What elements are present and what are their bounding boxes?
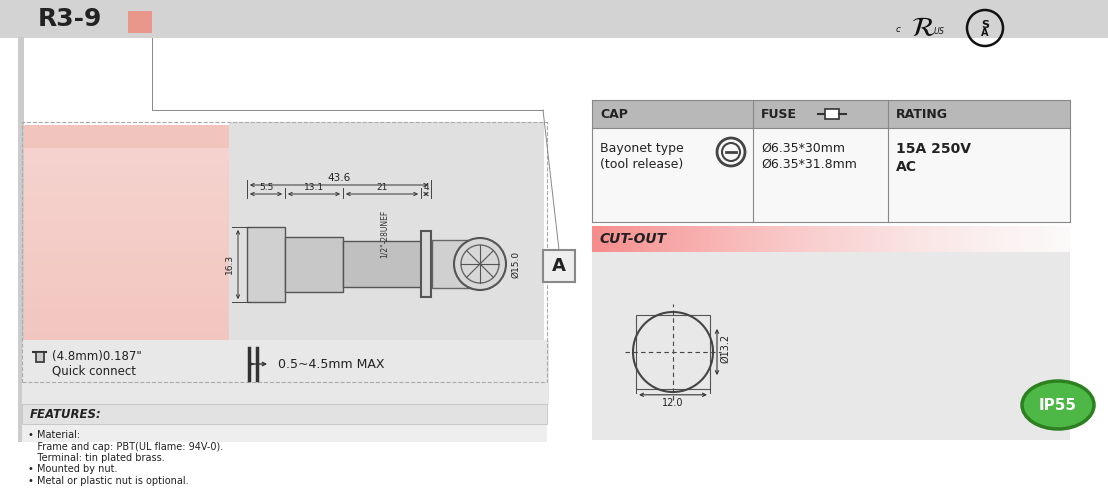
Bar (24, 344, 229, 351)
Text: 21: 21 (377, 183, 388, 192)
Text: $_{US}$: $_{US}$ (933, 26, 945, 38)
Bar (432, 240, 490, 288)
Bar (285, 237, 343, 292)
Bar (888, 100, 1070, 128)
Bar (24, 246, 229, 253)
Text: Terminal: tin plated brass.: Terminal: tin plated brass. (28, 453, 165, 463)
Bar (24, 125, 229, 340)
Bar (24, 148, 229, 155)
Bar (24, 190, 229, 197)
Text: 12.0: 12.0 (663, 398, 684, 408)
Text: CUT-OUT: CUT-OUT (601, 232, 667, 246)
Bar (24, 253, 229, 260)
Bar (24, 225, 229, 232)
Bar (24, 162, 229, 169)
Bar (24, 288, 229, 295)
Bar (24, 169, 229, 176)
Text: A: A (982, 28, 988, 38)
Bar (24, 260, 229, 267)
Bar (24, 183, 229, 190)
Bar (24, 274, 229, 281)
Text: 15A 250V: 15A 250V (896, 142, 971, 156)
Text: IP55: IP55 (1039, 398, 1077, 412)
Text: RATING: RATING (896, 108, 948, 120)
Text: 43.6: 43.6 (327, 173, 350, 183)
Text: Ø15.0: Ø15.0 (511, 250, 520, 278)
Circle shape (454, 238, 506, 290)
Text: Frame and cap: PBT(UL flame: 94V-0).: Frame and cap: PBT(UL flame: 94V-0). (28, 442, 223, 452)
Text: Ø6.35*31.8mm: Ø6.35*31.8mm (761, 158, 856, 171)
Bar (636, 315, 710, 389)
Bar (0, 0, 1108, 38)
Bar (229, 122, 544, 372)
Bar (24, 337, 229, 344)
Text: 13.1: 13.1 (304, 183, 324, 192)
Bar (24, 176, 229, 183)
Bar (22, 404, 547, 442)
Bar (592, 100, 753, 128)
Bar (24, 267, 229, 274)
Bar (18, 37, 24, 442)
Bar (592, 252, 1070, 440)
Text: Quick connect: Quick connect (52, 365, 136, 378)
Text: (4.8mm)0.187": (4.8mm)0.187" (52, 350, 142, 363)
Bar (129, 11, 152, 33)
Bar (24, 232, 229, 239)
Text: FEATURES:: FEATURES: (30, 408, 102, 420)
Text: R3-9: R3-9 (38, 7, 102, 31)
Bar (24, 309, 229, 316)
Bar (24, 204, 229, 211)
Bar (22, 404, 547, 424)
Bar (24, 218, 229, 225)
Text: CAP: CAP (601, 108, 628, 120)
Text: Ø6.35*30mm: Ø6.35*30mm (761, 142, 845, 155)
Text: 16.3: 16.3 (225, 254, 234, 274)
Text: 5.5: 5.5 (259, 183, 274, 192)
Text: 4: 4 (423, 183, 429, 192)
Bar (22, 122, 547, 382)
Text: 1/2"-28UNEF: 1/2"-28UNEF (380, 210, 389, 258)
Bar (24, 351, 229, 358)
Ellipse shape (1022, 381, 1094, 429)
Bar (592, 128, 1070, 222)
Text: Ø13.2: Ø13.2 (720, 334, 730, 362)
Bar (753, 100, 888, 128)
Text: • Mounted by nut.: • Mounted by nut. (28, 464, 117, 474)
Bar (22, 340, 232, 405)
Bar (24, 302, 229, 309)
Bar (247, 227, 285, 302)
Text: $\mathbf{\mathcal{R}}$: $\mathbf{\mathcal{R}}$ (911, 14, 935, 42)
Bar (35, 352, 44, 362)
Bar (229, 340, 548, 405)
Text: S: S (981, 20, 989, 30)
Bar (421, 231, 431, 297)
Bar (543, 250, 575, 282)
Bar (343, 241, 421, 287)
Text: • Metal or plastic nut is optional.: • Metal or plastic nut is optional. (28, 476, 188, 486)
Bar (24, 239, 229, 246)
Bar (24, 323, 229, 330)
Bar (24, 330, 229, 337)
Bar (24, 155, 229, 162)
Bar (24, 316, 229, 323)
Text: $_c$: $_c$ (895, 22, 902, 35)
Text: AC: AC (896, 160, 917, 174)
Text: (tool release): (tool release) (601, 158, 684, 171)
Text: 0.5~4.5mm MAX: 0.5~4.5mm MAX (278, 358, 384, 370)
Bar (24, 211, 229, 218)
Text: Bayonet type: Bayonet type (601, 142, 684, 155)
Text: • Material:: • Material: (28, 430, 80, 440)
Bar (24, 295, 229, 302)
Bar (24, 197, 229, 204)
Text: A: A (552, 257, 566, 275)
Bar (24, 281, 229, 288)
Text: FUSE: FUSE (761, 108, 797, 120)
Bar (825, 109, 839, 119)
